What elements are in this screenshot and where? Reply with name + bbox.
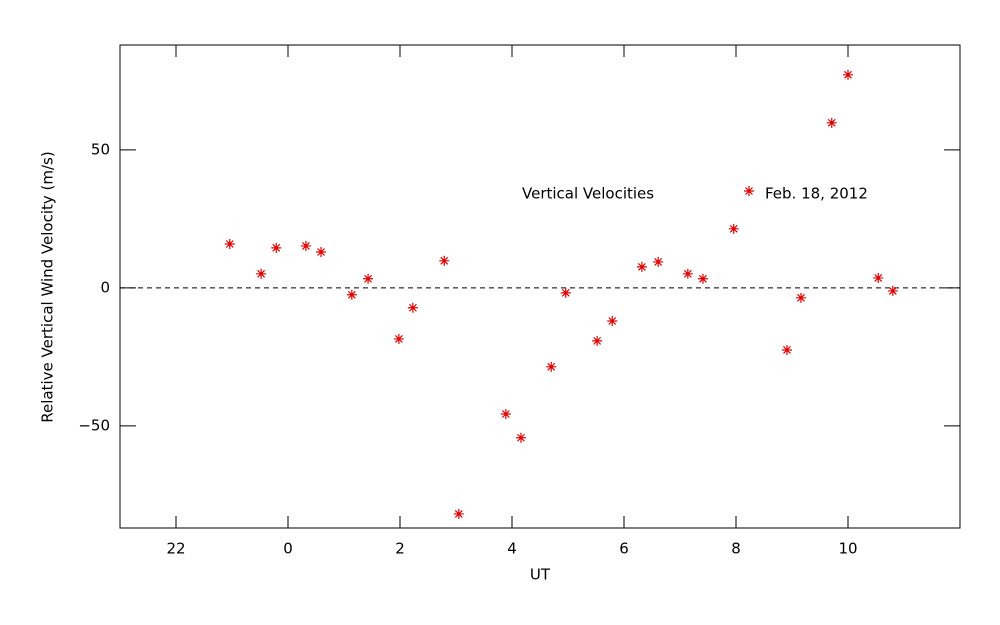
point <box>316 247 327 257</box>
point <box>560 287 571 298</box>
plot-frame <box>119 44 961 529</box>
legend-marker <box>744 186 754 196</box>
point <box>453 508 464 519</box>
legend-label: Feb. 18, 2012 <box>765 185 868 203</box>
y-tick-label: 50 <box>91 140 110 158</box>
y-tick-label: −50 <box>78 416 110 434</box>
y-tick-label: 0 <box>100 278 110 296</box>
point <box>607 316 618 326</box>
x-tick-label: 8 <box>731 540 741 558</box>
point <box>363 273 374 284</box>
point <box>682 268 693 279</box>
point <box>546 361 557 372</box>
annotation: Vertical Velocities <box>522 185 654 203</box>
point <box>781 344 792 355</box>
point <box>887 285 898 296</box>
point <box>795 292 806 303</box>
point <box>300 240 311 251</box>
point <box>843 69 853 80</box>
point <box>500 409 511 420</box>
x-tick-label: 22 <box>166 540 185 558</box>
point <box>653 256 664 267</box>
point <box>271 242 282 253</box>
x-tick-label: 4 <box>507 540 517 558</box>
y-axis-label: Relative Vertical Wind Velocity (m/s) <box>39 151 57 422</box>
x-tick-label: 2 <box>395 540 405 558</box>
point <box>393 333 404 344</box>
point <box>697 273 708 284</box>
point <box>407 302 418 313</box>
point <box>873 272 884 283</box>
point <box>728 223 739 234</box>
x-axis-label: UT <box>530 566 551 584</box>
point <box>224 238 235 249</box>
point <box>439 255 450 266</box>
point <box>346 289 357 300</box>
point <box>515 432 526 443</box>
point <box>636 261 647 272</box>
point <box>826 117 837 128</box>
x-tick-label: 0 <box>283 540 293 558</box>
x-tick-label: 6 <box>619 540 629 558</box>
point <box>256 268 267 279</box>
x-tick-label: 10 <box>838 540 857 558</box>
point <box>592 335 603 346</box>
